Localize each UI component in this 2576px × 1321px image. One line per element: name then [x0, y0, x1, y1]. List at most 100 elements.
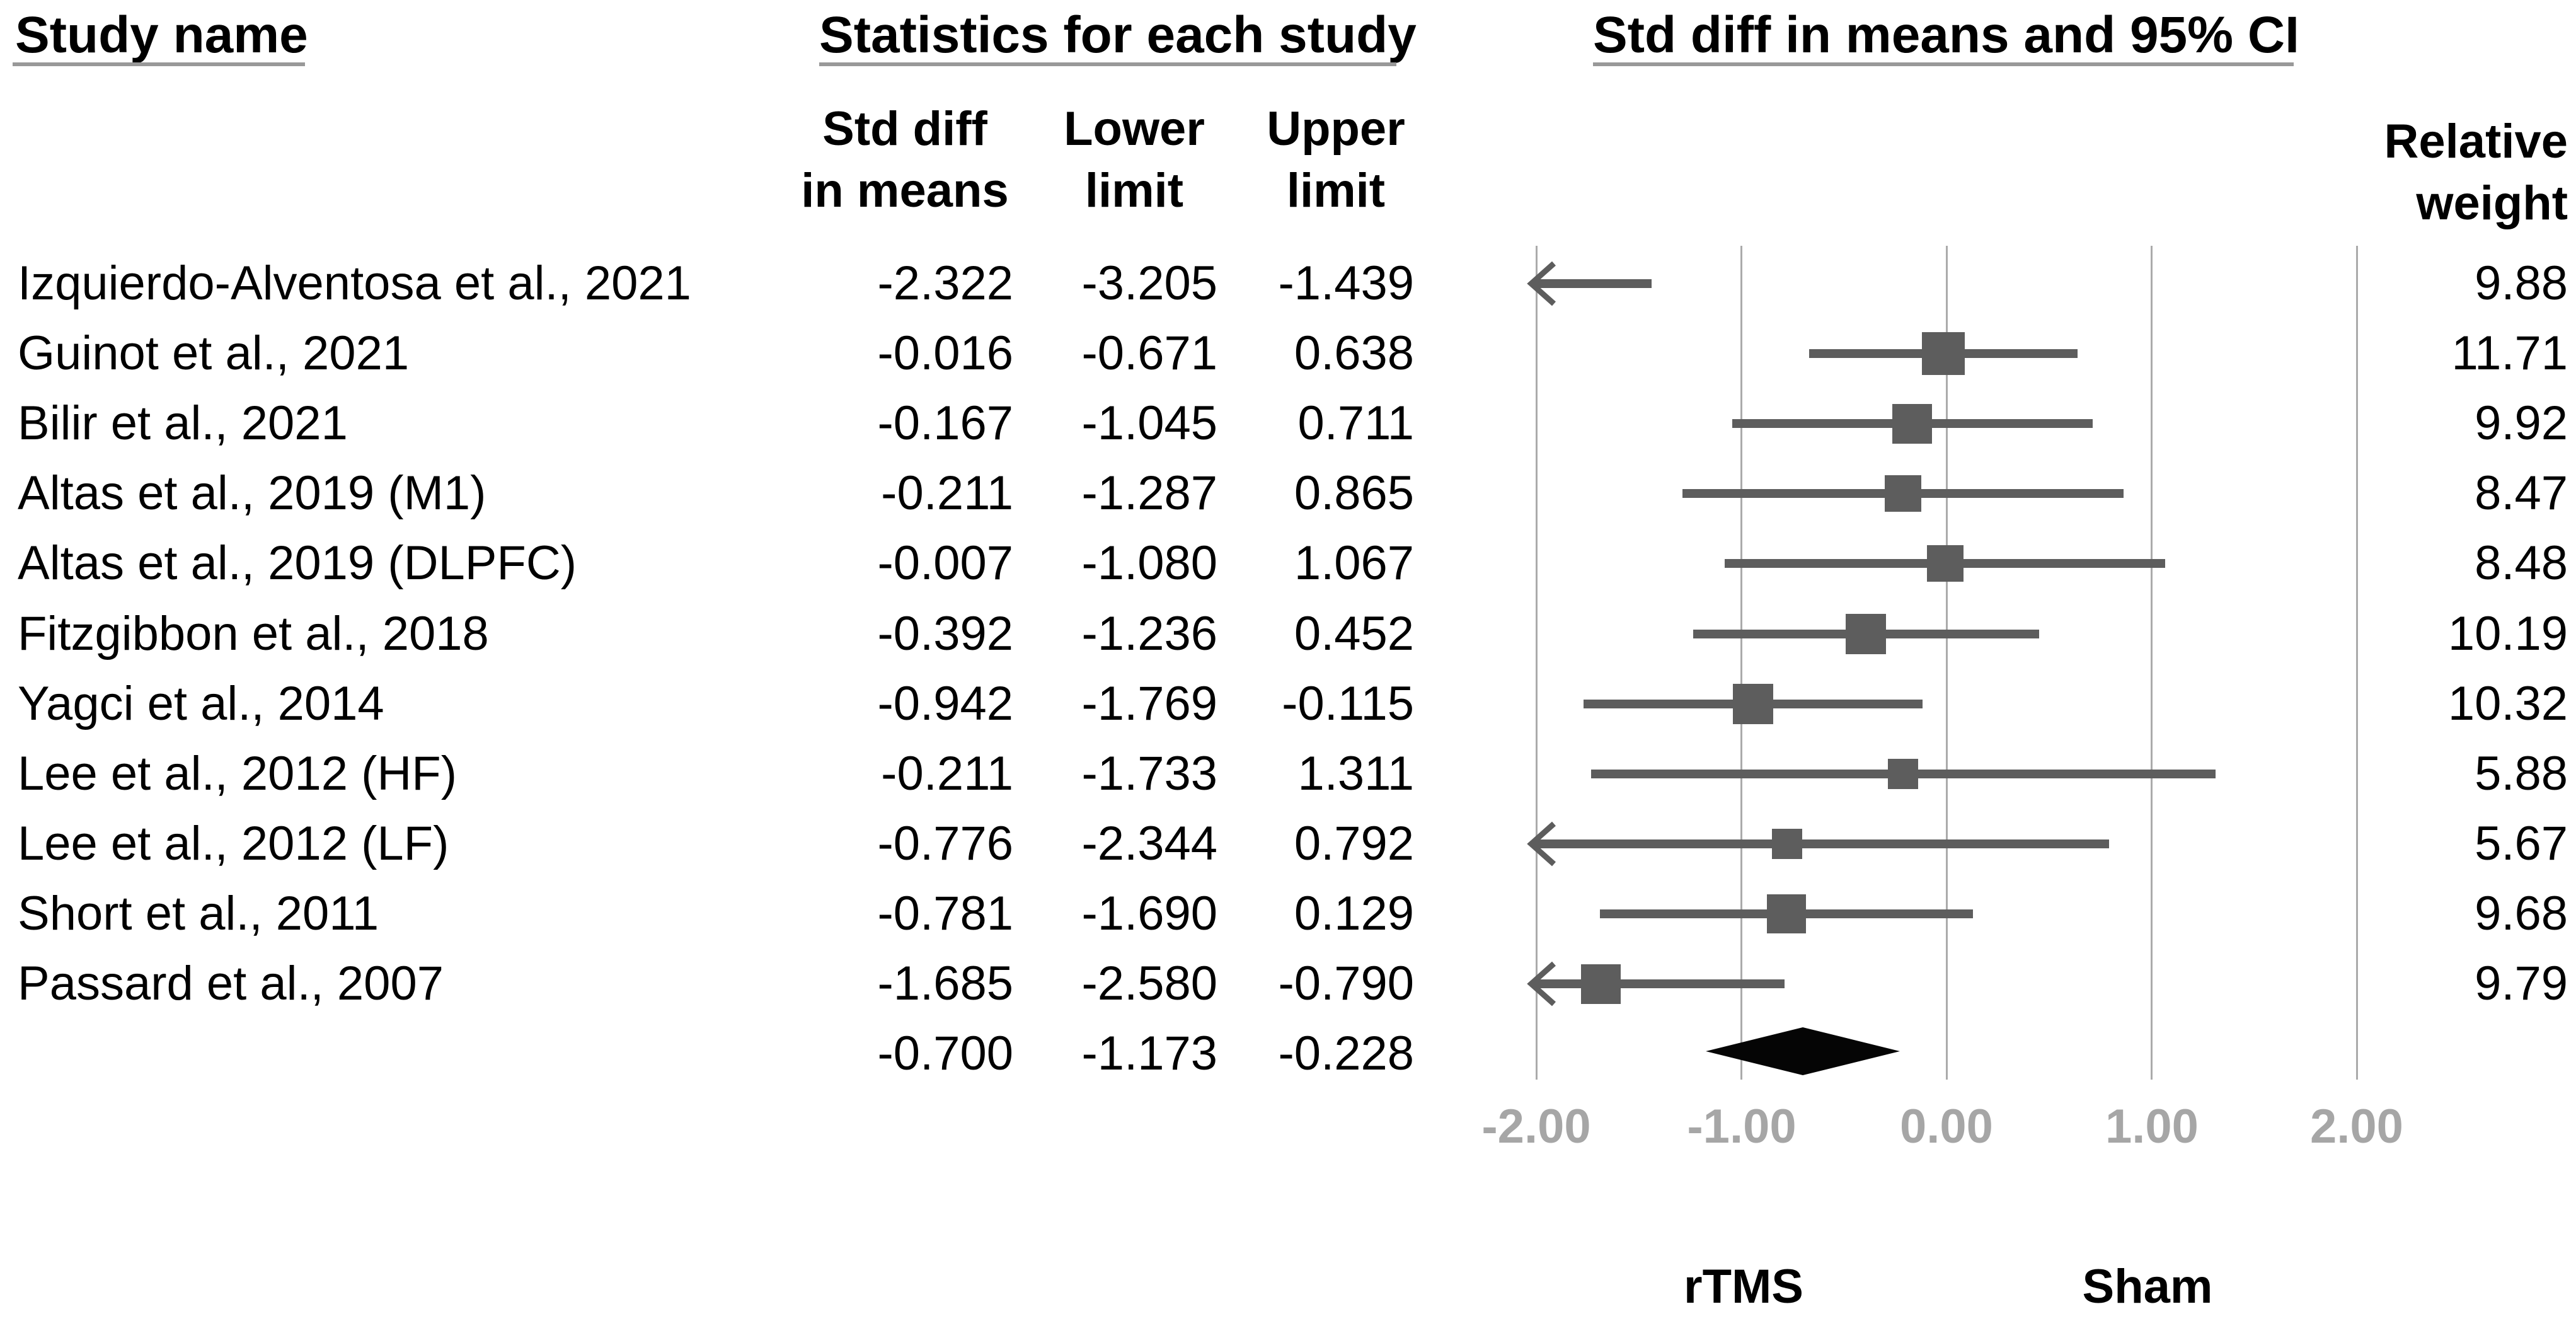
study-name: Bilir et al., 2021: [18, 396, 348, 450]
axis-tick-label: 0.00: [1900, 1100, 1993, 1153]
gridline: [2356, 246, 2358, 1080]
upper-limit-value: 0.638: [1294, 326, 1414, 380]
upper-limit-subheader: Upper limit: [1210, 98, 1462, 222]
axis-tick-label: 1.00: [2105, 1100, 2199, 1153]
study-name: Lee et al., 2012 (HF): [18, 747, 457, 800]
ci-line: [1535, 839, 2109, 848]
std-diff-value: -0.700: [877, 1027, 1014, 1080]
std-diff-value: -2.322: [877, 257, 1014, 310]
std-diff-value: -0.007: [877, 536, 1014, 590]
plot-column-header: Std diff in means and 95% CI: [1593, 6, 2299, 64]
group-label-sham: Sham: [2082, 1260, 2213, 1313]
lower-limit-value: -1.045: [1081, 396, 1218, 450]
upper-limit-value: -0.228: [1278, 1027, 1415, 1080]
plot-header-underline: [1593, 62, 2294, 66]
relative-weight-subheader-line2: weight: [2416, 176, 2568, 230]
study-column-header: Study name: [15, 6, 308, 64]
effect-square: [1885, 475, 1921, 512]
lower-limit-value: -1.080: [1081, 536, 1218, 590]
study-name: Short et al., 2011: [18, 887, 379, 940]
relative-weight-value: 8.47: [2475, 466, 2568, 520]
axis-tick-label: -2.00: [1481, 1100, 1591, 1153]
study-name: Guinot et al., 2021: [18, 326, 410, 380]
relative-weight-value: 9.68: [2475, 887, 2568, 940]
relative-weight-subheader: Relative weight: [2316, 111, 2568, 234]
relative-weight-value: 10.19: [2447, 607, 2568, 660]
lower-limit-value: -2.580: [1081, 957, 1218, 1010]
effect-square: [1927, 545, 1964, 582]
stddiff-subheader-line1: Std diff: [822, 102, 987, 156]
study-name: Izquierdo-Alventosa et al., 2021: [18, 257, 691, 310]
left-arrow-icon: [1527, 821, 1556, 867]
lower-limit-subheader: Lower limit: [1008, 98, 1260, 222]
stddiff-subheader: Std diff in means: [779, 98, 1031, 222]
gridline: [1740, 246, 1742, 1080]
study-name: Lee et al., 2012 (LF): [18, 817, 449, 870]
lower-limit-value: -0.671: [1081, 326, 1218, 380]
effect-square: [1733, 684, 1773, 724]
std-diff-value: -0.942: [877, 677, 1014, 730]
relative-weight-value: 11.71: [2451, 326, 2568, 380]
upper-limit-value: -0.790: [1278, 957, 1415, 1010]
effect-square: [1888, 759, 1918, 789]
std-diff-value: -0.211: [881, 466, 1013, 520]
effect-square: [1767, 894, 1806, 933]
left-arrow-icon: [1527, 961, 1556, 1007]
gridline: [2151, 246, 2153, 1080]
lower-limit-value: -1.236: [1081, 607, 1218, 660]
study-name: Altas et al., 2019 (M1): [18, 466, 486, 520]
lower-limit-value: -3.205: [1081, 257, 1218, 310]
std-diff-value: -0.781: [877, 887, 1014, 940]
std-diff-value: -0.211: [881, 747, 1013, 800]
std-diff-value: -0.016: [877, 326, 1014, 380]
relative-weight-value: 9.88: [2475, 257, 2568, 310]
std-diff-value: -0.167: [877, 396, 1014, 450]
relative-weight-subheader-line1: Relative: [2384, 115, 2568, 168]
lower-limit-value: -1.690: [1081, 887, 1218, 940]
axis-tick-label: -1.00: [1687, 1100, 1797, 1153]
ci-line: [1535, 279, 1652, 288]
effect-square: [1846, 614, 1886, 654]
stddiff-subheader-line2: in means: [801, 164, 1009, 217]
effect-square: [1922, 332, 1965, 375]
relative-weight-value: 5.88: [2475, 747, 2568, 800]
std-diff-value: -0.392: [877, 607, 1014, 660]
relative-weight-value: 5.67: [2475, 817, 2568, 870]
upper-limit-value: -0.115: [1282, 677, 1414, 730]
effect-square: [1772, 829, 1802, 859]
statistics-column-header: Statistics for each study: [819, 6, 1417, 64]
relative-weight-value: 9.92: [2475, 396, 2568, 450]
lower-limit-value: -1.173: [1081, 1027, 1218, 1080]
gridline: [1536, 246, 1538, 1080]
gridline: [1946, 246, 1948, 1080]
study-name: Fitzgibbon et al., 2018: [18, 607, 489, 660]
upper-limit-value: -1.439: [1278, 257, 1415, 310]
study-name: Passard et al., 2007: [18, 957, 444, 1010]
upper-limit-value: 0.711: [1297, 396, 1414, 450]
group-label-rtms: rTMS: [1684, 1260, 1803, 1313]
upper-limit-value: 1.311: [1297, 747, 1414, 800]
lower-limit-value: -1.769: [1081, 677, 1218, 730]
lower-limit-subheader-line1: Lower: [1064, 102, 1205, 156]
statistics-header-underline: [819, 62, 1396, 66]
left-arrow-icon: [1527, 261, 1556, 306]
effect-square: [1581, 964, 1621, 1004]
upper-limit-value: 0.792: [1294, 817, 1414, 870]
axis-tick-label: 2.00: [2310, 1100, 2403, 1153]
study-name: Altas et al., 2019 (DLPFC): [18, 536, 577, 590]
relative-weight-value: 9.79: [2475, 957, 2568, 1010]
study-header-underline: [13, 62, 305, 66]
upper-limit-subheader-line1: Upper: [1267, 102, 1405, 156]
lower-limit-value: -1.733: [1081, 747, 1218, 800]
upper-limit-value: 0.452: [1294, 607, 1414, 660]
relative-weight-value: 8.48: [2475, 536, 2568, 590]
upper-limit-subheader-line2: limit: [1286, 164, 1386, 217]
lower-limit-subheader-line2: limit: [1084, 164, 1184, 217]
relative-weight-value: 10.32: [2447, 677, 2568, 730]
upper-limit-value: 0.865: [1294, 466, 1414, 520]
std-diff-value: -1.685: [877, 957, 1014, 1010]
lower-limit-value: -2.344: [1081, 817, 1218, 870]
